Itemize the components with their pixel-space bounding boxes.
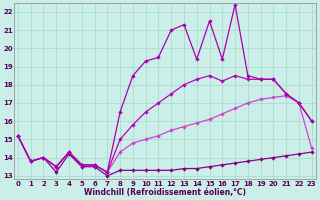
X-axis label: Windchill (Refroidissement éolien,°C): Windchill (Refroidissement éolien,°C) xyxy=(84,188,246,197)
